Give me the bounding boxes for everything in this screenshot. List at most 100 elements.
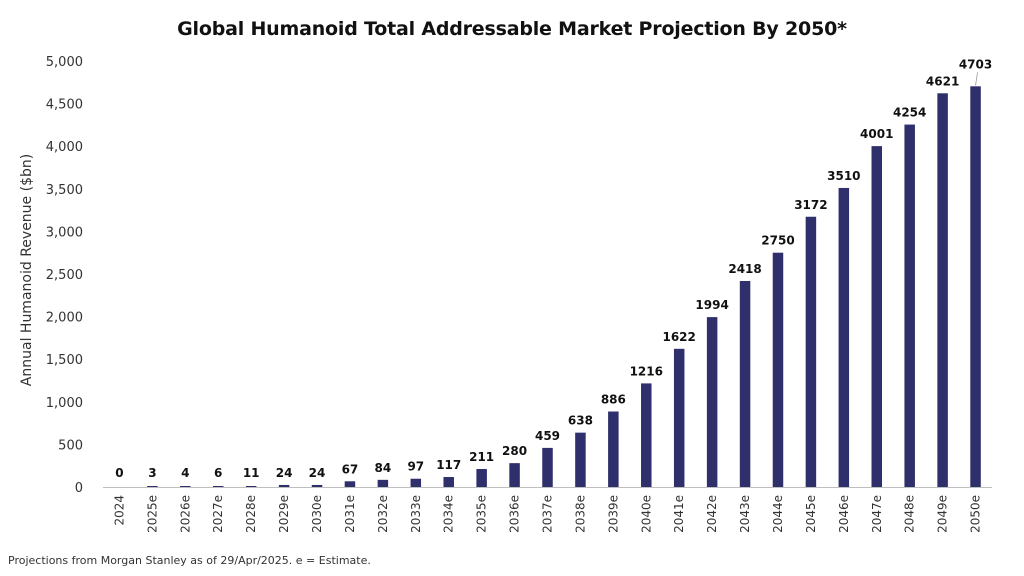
data-label: 2750: [761, 234, 794, 248]
data-label: 4621: [926, 74, 959, 88]
x-tick-label: 2035e: [475, 495, 489, 533]
bar: [509, 463, 520, 487]
data-label: 1622: [662, 330, 695, 344]
bar: [838, 187, 850, 487]
bar: [970, 86, 981, 488]
bar: [706, 317, 718, 487]
x-tick-label: 2032e: [376, 495, 390, 533]
bar: [245, 486, 257, 487]
bars: [147, 86, 981, 488]
y-axis-title-group: Annual Humanoid Revenue ($bn): [19, 154, 35, 386]
data-label: 886: [601, 393, 626, 407]
data-label: 24: [309, 466, 326, 480]
bar: [443, 477, 454, 487]
x-tick-label: 2049e: [936, 495, 950, 533]
bar: [311, 484, 323, 487]
x-tick-label: 2038e: [573, 495, 587, 533]
bar: [212, 486, 224, 487]
bar: [575, 432, 586, 487]
data-labels: 0 3 4 6 11 24 24 67 84 97 117 211 280 459 638 886 1216 16…: [115, 57, 992, 480]
bar: [344, 481, 356, 487]
y-tick-label: 4,500: [46, 98, 83, 113]
data-label: 4254: [893, 106, 926, 120]
bar: [608, 411, 619, 487]
data-label: 6: [214, 466, 222, 480]
data-label: 3172: [794, 198, 827, 212]
y-tick-label: 4,000: [46, 140, 83, 155]
x-axis-ticks: 2024 2025e 2026e 2027e 2028e 2029e 2030e 2031e 2…: [112, 495, 982, 533]
bar: [641, 383, 652, 487]
x-tick-label: 2026e: [178, 495, 192, 533]
bar: [739, 280, 751, 487]
x-tick-label: 2045e: [804, 495, 818, 533]
y-tick-label: 1,000: [46, 396, 83, 411]
bar: [772, 252, 784, 487]
data-label: 638: [568, 414, 593, 428]
x-tick-label: 2034e: [442, 495, 456, 533]
x-tick-label: 2046e: [837, 495, 851, 533]
y-tick-label: 2,000: [46, 311, 83, 326]
footnote: Projections from Morgan Stanley as of 29…: [8, 554, 371, 567]
x-tick-label: 2048e: [903, 495, 917, 533]
bar: [278, 484, 290, 487]
data-label-leader: [975, 72, 978, 86]
data-label: 97: [407, 460, 424, 474]
data-label: 11: [243, 466, 260, 480]
x-tick-label: 2040e: [639, 495, 653, 533]
x-tick-label: 2037e: [541, 495, 555, 533]
x-tick-label: 2030e: [310, 495, 324, 533]
x-tick-label: 2042e: [705, 495, 719, 533]
x-tick-label: 2025e: [145, 495, 159, 533]
y-axis-ticks: 0 500 1,000 1,500 2,000 2,500 3,000 3,500 4,000 4…: [46, 55, 83, 496]
data-label: 4703: [959, 57, 992, 71]
data-label: 211: [469, 450, 494, 464]
data-label: 3: [148, 466, 156, 480]
data-label: 67: [342, 462, 359, 476]
x-tick-label: 2050e: [969, 495, 983, 533]
x-tick-label: 2044e: [771, 495, 785, 533]
data-label: 117: [436, 458, 461, 472]
x-tick-label: 2043e: [738, 495, 752, 533]
data-label: 280: [502, 444, 527, 458]
chart-title: Global Humanoid Total Addressable Market…: [177, 18, 847, 40]
bar: [937, 93, 948, 487]
x-tick-label: 2047e: [870, 495, 884, 533]
data-label: 1216: [630, 364, 663, 378]
y-tick-label: 0: [75, 481, 83, 496]
y-tick-label: 5,000: [46, 55, 83, 70]
bar: [377, 479, 389, 487]
bar: [871, 146, 883, 488]
bar: [805, 216, 817, 487]
data-label: 24: [276, 466, 293, 480]
x-tick-label: 2041e: [672, 495, 686, 533]
x-tick-label: 2036e: [508, 495, 522, 533]
x-tick-label: 2031e: [343, 495, 357, 533]
bar: [904, 124, 915, 487]
x-tick-label: 2033e: [409, 495, 423, 533]
x-tick-label: 2039e: [606, 495, 620, 533]
y-axis-title: Annual Humanoid Revenue ($bn): [19, 154, 35, 386]
bar: [410, 478, 422, 487]
x-tick-label: 2028e: [244, 495, 258, 533]
bar: [476, 469, 487, 487]
data-label: 3510: [827, 169, 860, 183]
x-tick-label: 2029e: [277, 495, 291, 533]
data-label: 1994: [695, 298, 728, 312]
bar: [542, 447, 553, 487]
data-label: 2418: [728, 262, 761, 276]
data-label: 459: [535, 429, 560, 443]
data-label: 4001: [860, 127, 893, 141]
y-tick-label: 500: [58, 438, 83, 453]
bar: [180, 486, 191, 487]
data-label: 4: [181, 466, 189, 480]
x-tick-label: 2024: [112, 495, 126, 526]
y-tick-label: 1,500: [46, 353, 83, 368]
bar: [147, 486, 158, 487]
y-tick-label: 3,000: [46, 225, 83, 240]
data-label: 84: [375, 461, 392, 475]
data-label: 0: [115, 466, 123, 480]
y-tick-label: 3,500: [46, 183, 83, 198]
x-tick-label: 2027e: [211, 495, 225, 533]
bar: [673, 348, 685, 487]
